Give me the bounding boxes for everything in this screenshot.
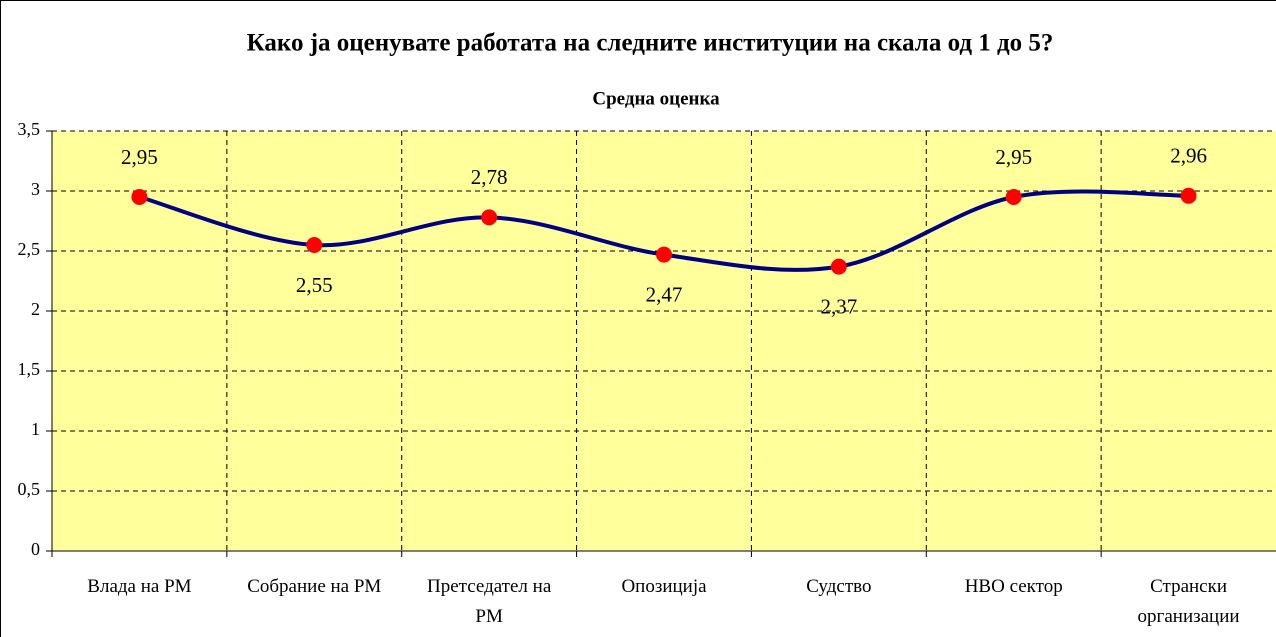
y-tick-label: 0,5 [18,479,41,499]
y-tick-label: 3,5 [18,119,41,139]
x-tick-label: Судство [806,576,872,597]
data-label: 2,55 [296,273,333,297]
y-tick-label: 1 [31,419,40,439]
data-point [131,189,148,205]
x-tick-label: Странски организации [1137,576,1240,627]
plot-area [52,131,1276,551]
chart-title: Како ја оценувате работата на следните и… [247,30,1054,57]
data-label: 2,37 [820,294,857,318]
data-point [481,209,498,226]
data-point [1180,187,1197,204]
x-tick-label: Влада на РМ [87,576,192,597]
data-label: 2,95 [995,145,1032,169]
x-tick-label: НВО сектор [964,576,1063,597]
data-label: 2,96 [1170,144,1207,168]
y-tick-label: 2,5 [18,239,41,259]
data-point [830,258,847,275]
y-tick-label: 3 [31,179,40,199]
x-tick-label: Опозиција [621,576,707,597]
y-tick-label: 2 [31,299,40,319]
data-point [656,246,672,263]
data-point [1005,189,1022,205]
x-tick-label: Претседател на РМ [427,576,552,627]
x-tick-label: Собрание на РМ [247,576,382,597]
data-label: 2,95 [121,145,158,169]
data-label: 2,47 [646,282,683,306]
y-tick-label: 0 [31,539,40,559]
data-label: 2,78 [471,165,508,189]
chart-subtitle: Средна оценка [592,88,720,109]
data-point [306,237,323,253]
y-tick-label: 1,5 [18,359,41,379]
